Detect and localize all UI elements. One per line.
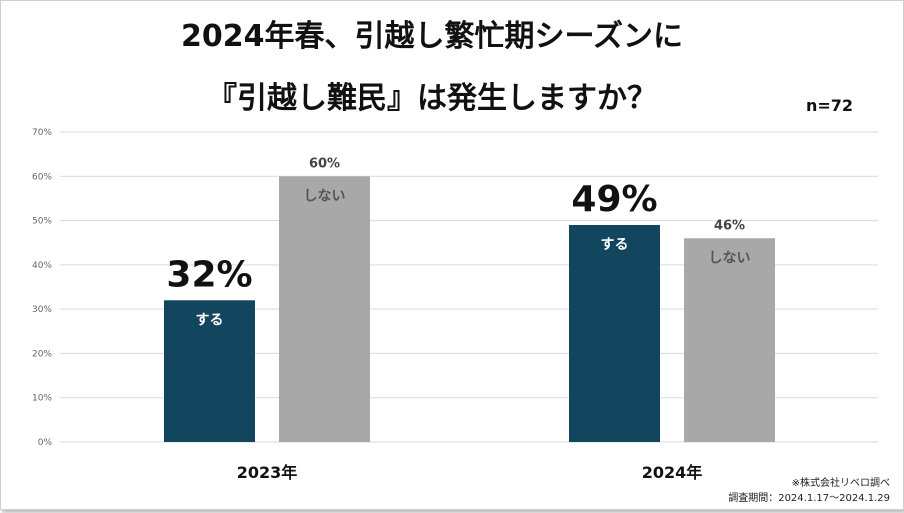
bar [569, 225, 660, 442]
x-category-label: 2024年 [642, 463, 703, 482]
bar-series-label: する [196, 312, 224, 328]
bar [684, 238, 775, 442]
y-tick-label: 20% [32, 349, 52, 359]
bar-value-label: 46% [714, 218, 745, 233]
y-tick-label: 60% [32, 172, 52, 182]
sample-size-label: n=72 [806, 96, 854, 115]
y-tick-label: 0% [38, 438, 53, 448]
bar-value-label: 32% [166, 254, 252, 295]
bar-series-label: する [601, 237, 629, 253]
y-tick-label: 10% [32, 394, 52, 404]
bar-value-label: 49% [571, 179, 657, 220]
survey-period-note: 調査期間：2024.1.17～2024.1.29 [728, 493, 890, 504]
chart-title-line2: 『引越し難民』は発生しますか？ [207, 81, 657, 116]
bar-series-label: しない [709, 250, 751, 266]
source-note: ※株式会社リベロ調べ [791, 478, 890, 489]
bar-series-label: しない [304, 188, 346, 204]
y-tick-label: 30% [32, 305, 52, 315]
bar [164, 300, 255, 442]
chart-title-line1: 2024年春、引越し繁忙期シーズンに [181, 19, 683, 54]
y-tick-label: 70% [32, 128, 52, 138]
x-category-label: 2023年 [237, 463, 298, 482]
y-tick-label: 40% [32, 261, 52, 271]
bar [279, 176, 370, 443]
y-tick-label: 50% [32, 217, 52, 227]
bar-value-label: 60% [309, 156, 340, 171]
